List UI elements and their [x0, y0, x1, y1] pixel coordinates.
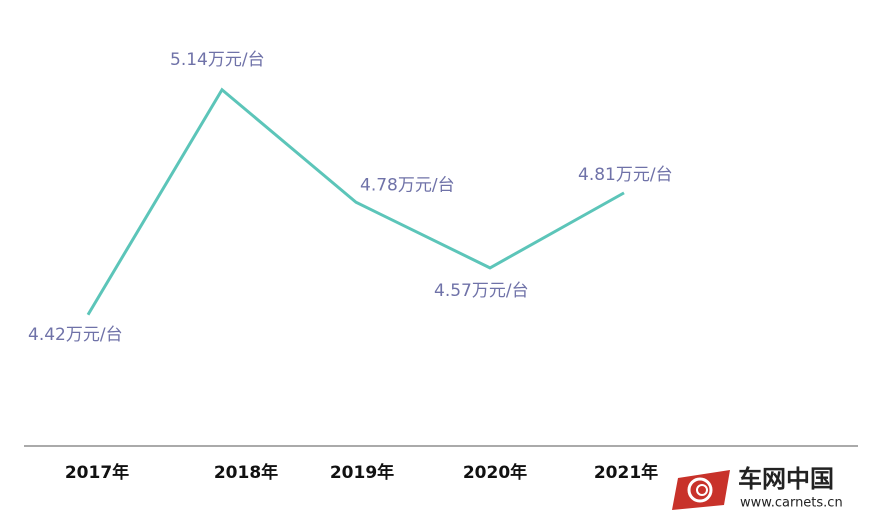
data-label: 5.14万元/台: [170, 50, 265, 70]
line: [86, 87, 625, 316]
data-label: 4.57万元/台: [434, 281, 529, 301]
x-tick-label: 2020年: [463, 462, 527, 483]
watermark-url: www.carnets.cn: [740, 496, 843, 511]
data-label: 4.42万元/台: [28, 325, 123, 345]
x-tick-label: 2019年: [330, 462, 394, 483]
watermark-logo: [672, 470, 730, 510]
x-tick-label: 2018年: [214, 462, 278, 483]
x-tick-label: 2017年: [65, 462, 129, 483]
watermark-brand: 车网中国: [738, 465, 834, 493]
x-tick-label: 2021年: [594, 462, 658, 483]
data-label: 4.78万元/台: [360, 175, 455, 195]
data-label: 4.81万元/台: [578, 165, 673, 185]
